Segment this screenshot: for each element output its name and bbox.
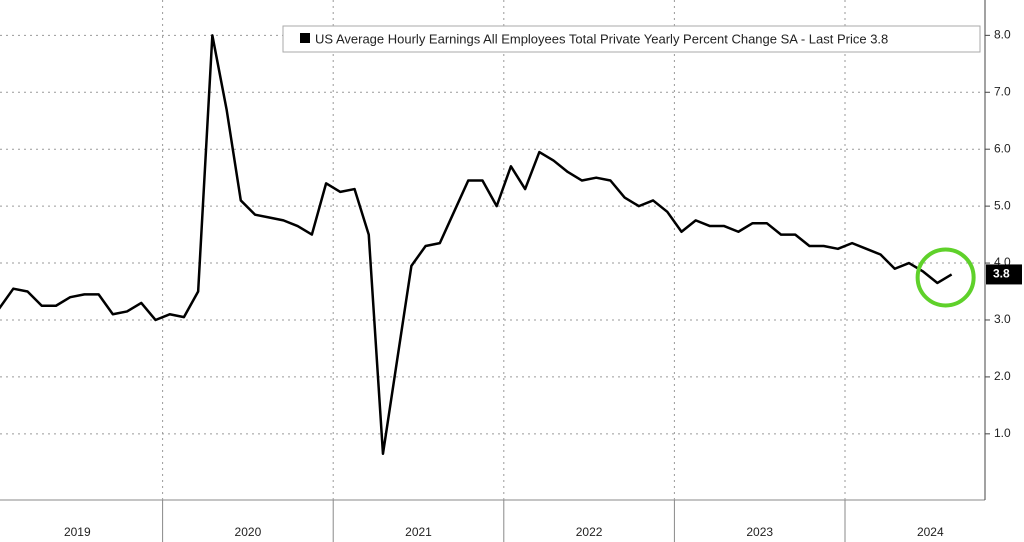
x-tick-label: 2022 <box>576 525 603 539</box>
x-tick-label: 2020 <box>235 525 262 539</box>
y-tick-label: 7.0 <box>994 84 1011 98</box>
y-tick-label: 3.0 <box>994 312 1011 326</box>
legend-box <box>282 25 981 53</box>
legend-swatch <box>300 33 310 43</box>
y-tick-label: 6.0 <box>994 141 1011 155</box>
x-tick-label: 2019 <box>64 525 91 539</box>
x-tick-label: 2023 <box>746 525 773 539</box>
y-tick-label: 1.0 <box>994 426 1011 440</box>
legend-label: US Average Hourly Earnings All Employees… <box>315 31 888 46</box>
y-tick-label: 5.0 <box>994 198 1011 212</box>
last-value-box <box>986 264 1022 285</box>
x-tick-label: 2021 <box>405 525 432 539</box>
x-tick-label: 2024 <box>917 525 944 539</box>
line-series <box>0 34 953 456</box>
last-value-label: 3.8 <box>993 267 1010 281</box>
y-tick-label: 2.0 <box>994 369 1011 383</box>
y-tick-label: 8.0 <box>994 28 1011 42</box>
legend: US Average Hourly Earnings All Employees… <box>282 25 981 53</box>
highlight-circle <box>915 247 976 308</box>
